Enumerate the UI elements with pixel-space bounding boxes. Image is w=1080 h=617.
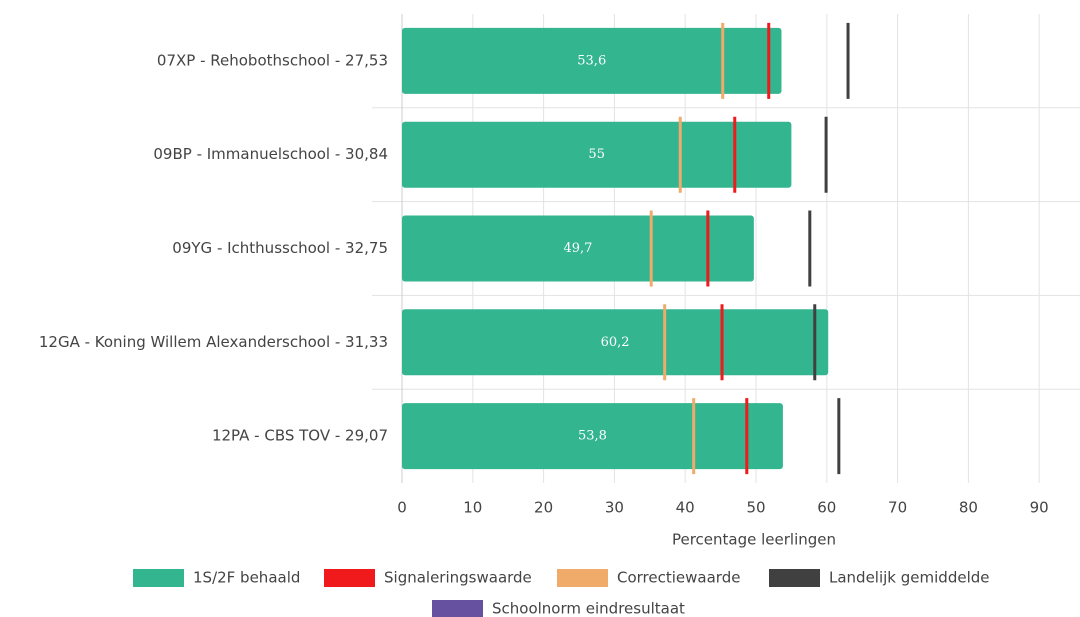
data-label: 49,7 [563,241,592,256]
x-tick-label: 40 [676,499,695,517]
bar [402,121,792,188]
x-tick-label: 60 [817,499,836,517]
legend-label: Schoolnorm eindresultaat [492,600,685,617]
x-tick-label: 30 [605,499,624,517]
data-label: 53,6 [577,53,606,68]
x-tick-label: 50 [746,499,765,517]
x-axis-label: Percentage leerlingen [672,531,836,549]
y-tick-label: 07XP - Rehobothschool - 27,53 [157,51,388,69]
bar [402,215,754,282]
legend-label: Correctiewaarde [617,569,740,587]
x-tick-label: 10 [463,499,482,517]
legend-label: Signaleringswaarde [384,569,532,587]
bar [402,403,783,470]
x-tick-label: 0 [397,499,407,517]
legend-swatch [133,569,184,587]
legend-swatch [557,569,608,587]
y-tick-label: 12GA - Koning Willem Alexanderschool - 3… [39,333,388,351]
legend-swatch [769,569,820,587]
data-label: 55 [588,147,605,162]
x-tick-label: 90 [1030,499,1049,517]
y-tick-label: 09YG - Ichthusschool - 32,75 [172,239,388,257]
legend-label: 1S/2F behaald [193,569,300,587]
x-tick-label: 20 [534,499,553,517]
y-tick-label: 12PA - CBS TOV - 29,07 [212,427,388,445]
legend-swatch [432,600,483,617]
legend-label: Landelijk gemiddelde [829,569,989,587]
x-tick-label: 80 [959,499,978,517]
y-tick-label: 09BP - Immanuelschool - 30,84 [153,145,388,163]
data-label: 53,8 [578,429,607,444]
legend-swatch [324,569,375,587]
data-label: 60,2 [601,335,630,350]
x-tick-label: 70 [888,499,907,517]
bar [402,27,782,94]
